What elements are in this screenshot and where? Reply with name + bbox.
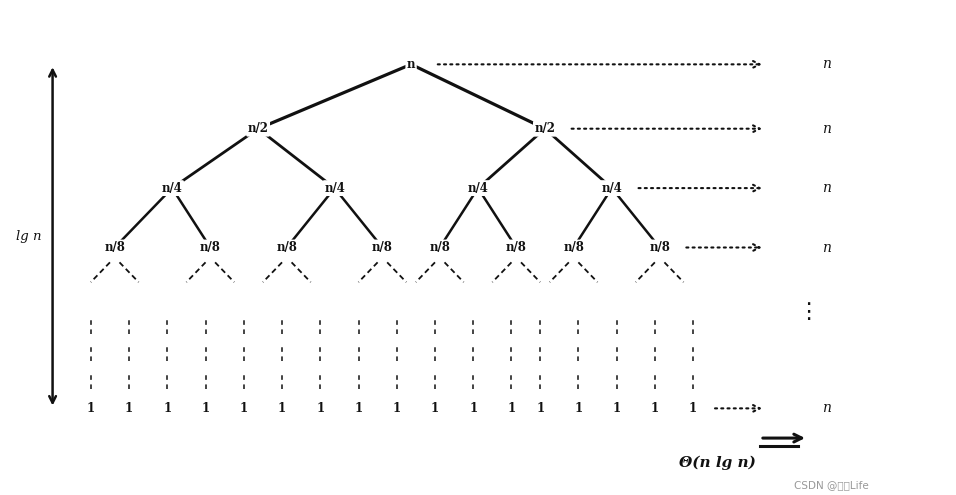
Text: n/8: n/8: [429, 241, 450, 254]
Text: Θ(n lg n): Θ(n lg n): [679, 455, 755, 470]
Text: n: n: [822, 122, 831, 136]
Text: 1: 1: [651, 402, 659, 415]
Text: n: n: [822, 57, 831, 71]
Text: 1: 1: [355, 402, 362, 415]
Text: n/2: n/2: [534, 122, 555, 135]
Text: n/4: n/4: [162, 182, 183, 195]
Text: 1: 1: [431, 402, 439, 415]
Text: 1: 1: [240, 402, 248, 415]
Text: 1: 1: [613, 402, 620, 415]
Text: n/8: n/8: [563, 241, 584, 254]
Text: n: n: [822, 241, 831, 254]
Text: n/4: n/4: [324, 182, 345, 195]
Text: n/4: n/4: [601, 182, 622, 195]
Text: 1: 1: [469, 402, 477, 415]
Text: 1: 1: [575, 402, 582, 415]
Text: n/8: n/8: [104, 241, 125, 254]
Text: n: n: [407, 58, 415, 71]
Text: 1: 1: [202, 402, 209, 415]
Text: lg n: lg n: [15, 230, 41, 243]
Text: n/4: n/4: [467, 182, 489, 195]
Text: ⋮: ⋮: [796, 302, 819, 322]
Text: n/8: n/8: [200, 241, 221, 254]
Text: 1: 1: [536, 402, 544, 415]
Text: 1: 1: [125, 402, 133, 415]
Text: n: n: [822, 181, 831, 195]
Text: 1: 1: [689, 402, 697, 415]
Text: 1: 1: [393, 402, 401, 415]
Text: 1: 1: [278, 402, 286, 415]
Text: n/8: n/8: [649, 241, 670, 254]
Text: n/8: n/8: [506, 241, 527, 254]
Text: 1: 1: [316, 402, 324, 415]
Text: 1: 1: [163, 402, 171, 415]
Text: 1: 1: [87, 402, 95, 415]
Text: n/8: n/8: [276, 241, 297, 254]
Text: CSDN @虫米Life: CSDN @虫米Life: [794, 480, 869, 490]
Text: n/8: n/8: [372, 241, 393, 254]
Text: 1: 1: [508, 402, 515, 415]
Text: n/2: n/2: [248, 122, 269, 135]
Text: n: n: [822, 401, 831, 415]
